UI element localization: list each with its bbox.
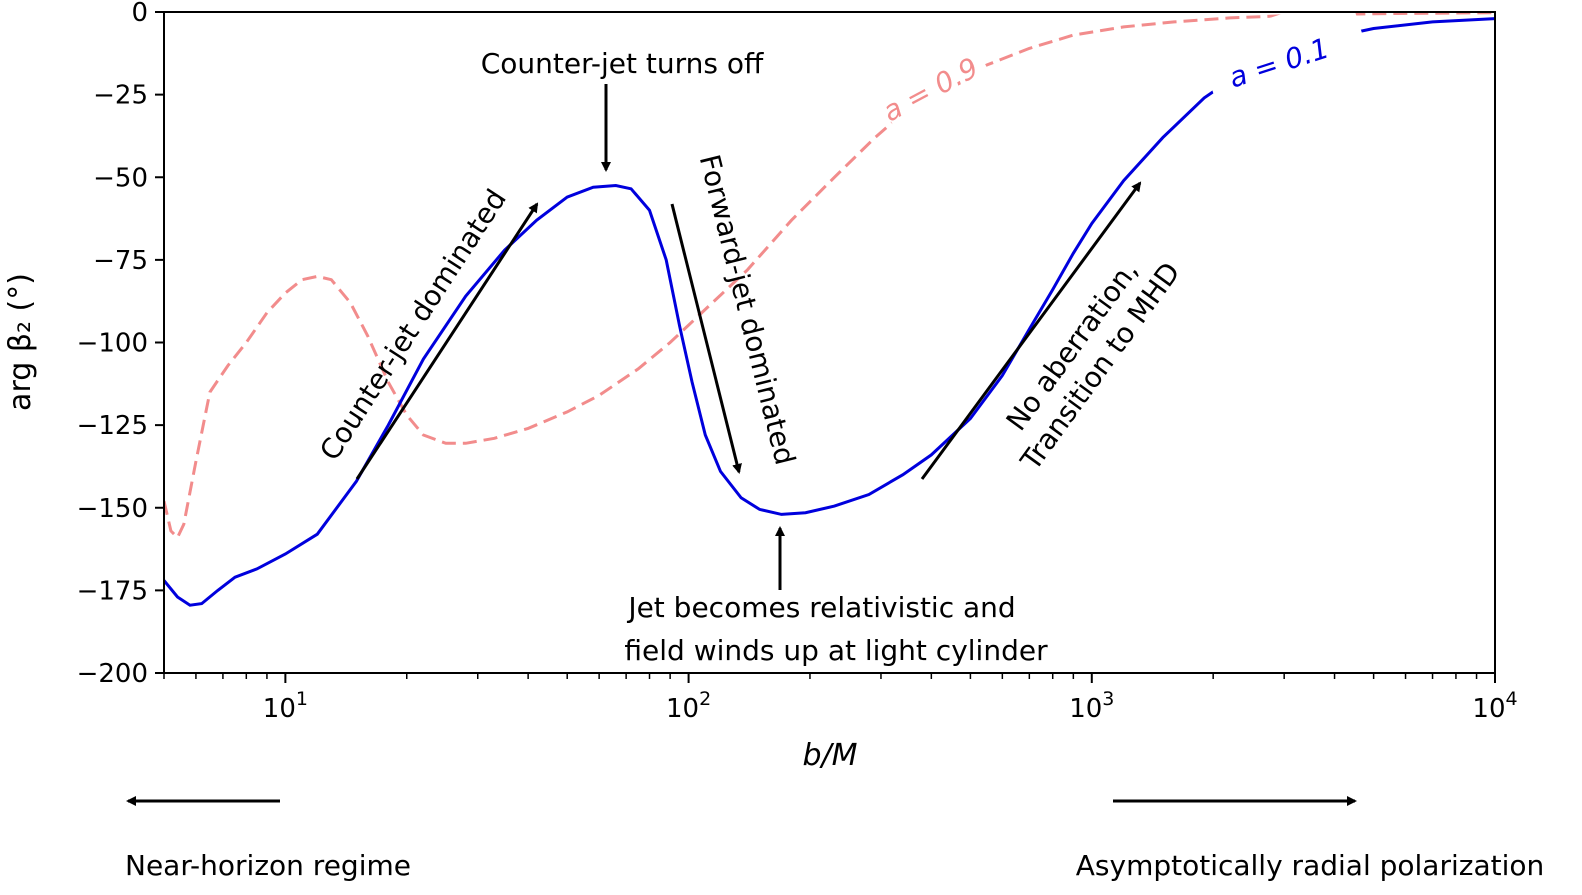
y-axis: 0 −25 −50 −75 −100 −125 −150 −175 −200 xyxy=(77,0,164,689)
y-tick-label: −150 xyxy=(77,494,148,524)
annotation-counter-jet-turns-off: Counter-jet turns off xyxy=(481,47,764,80)
x-axis-label: b/M xyxy=(802,738,857,773)
y-tick-label: 0 xyxy=(131,0,148,28)
x-axis: 101 102 103 104 xyxy=(163,673,1518,724)
label-gap-a-0-1 xyxy=(1196,0,1374,118)
arrow-forward-jet-dominated xyxy=(670,203,742,474)
arrow-counter-jet-dominated xyxy=(355,202,539,480)
annotation-forward-jet-dominated: Forward-jet dominated xyxy=(693,151,802,468)
y-tick-label: −25 xyxy=(93,81,148,111)
series-line-a-0-1 xyxy=(164,17,1495,607)
label-gap-a-0-9 xyxy=(865,21,1005,153)
plot-frame xyxy=(163,11,1496,674)
y-tick-label: −50 xyxy=(93,163,148,193)
annotation-jet-relativistic-line-2: field winds up at light cylinder xyxy=(624,634,1048,667)
x-tick-label: 101 xyxy=(263,688,308,724)
x-tick-label: 102 xyxy=(666,688,711,724)
y-tick-label: −200 xyxy=(77,659,148,689)
y-axis-label: arg β₂ (°) xyxy=(3,273,38,411)
annotation-asymptotically-radial: Asymptotically radial polarization xyxy=(1076,849,1545,882)
y-tick-label: −175 xyxy=(77,576,148,606)
annotation-near-horizon-regime: Near-horizon regime xyxy=(125,849,411,882)
annotation-jet-relativistic-line-1: Jet becomes relativistic and xyxy=(626,591,1015,624)
series-line-a-0-9 xyxy=(164,12,1495,541)
x-tick-label: 104 xyxy=(1472,688,1517,724)
y-tick-label: −75 xyxy=(93,246,148,276)
y-tick-label: −125 xyxy=(77,411,148,441)
x-tick-label: 103 xyxy=(1069,688,1114,724)
arrow-no-aberration xyxy=(920,181,1142,480)
y-tick-label: −100 xyxy=(77,329,148,359)
